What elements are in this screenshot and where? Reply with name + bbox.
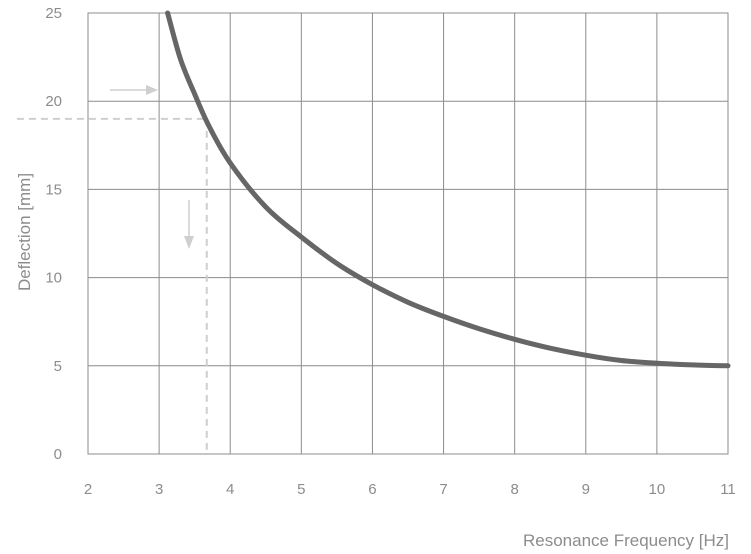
x-tick-label: 6 [368,481,376,498]
x-tick-label: 8 [510,481,518,498]
y-tick-label: 0 [54,446,62,463]
x-axis-title: Resonance Frequency [Hz] [523,531,729,550]
x-tick-label: 2 [84,481,92,498]
y-tick-label: 25 [45,5,62,22]
grid [88,13,728,454]
arrow-right-icon [146,85,158,95]
x-tick-label: 7 [439,481,447,498]
y-tick-label: 20 [45,93,62,110]
x-tick-label: 10 [649,481,666,498]
plot-frame [88,13,728,454]
y-tick-label: 5 [54,358,62,375]
y-tick-label: 10 [45,270,62,287]
x-tick-label: 9 [582,481,590,498]
y-axis-title: Deflection [mm] [15,173,34,291]
x-tick-label: 4 [226,481,234,498]
arrow-down-icon [184,236,194,249]
tick-labels: 2 3 4 5 6 7 8 9 10 11 0 5 10 15 20 25 [45,5,735,498]
x-tick-label: 3 [155,481,163,498]
x-tick-label: 5 [297,481,305,498]
y-tick-label: 15 [45,181,62,198]
x-tick-label: 11 [720,481,736,498]
